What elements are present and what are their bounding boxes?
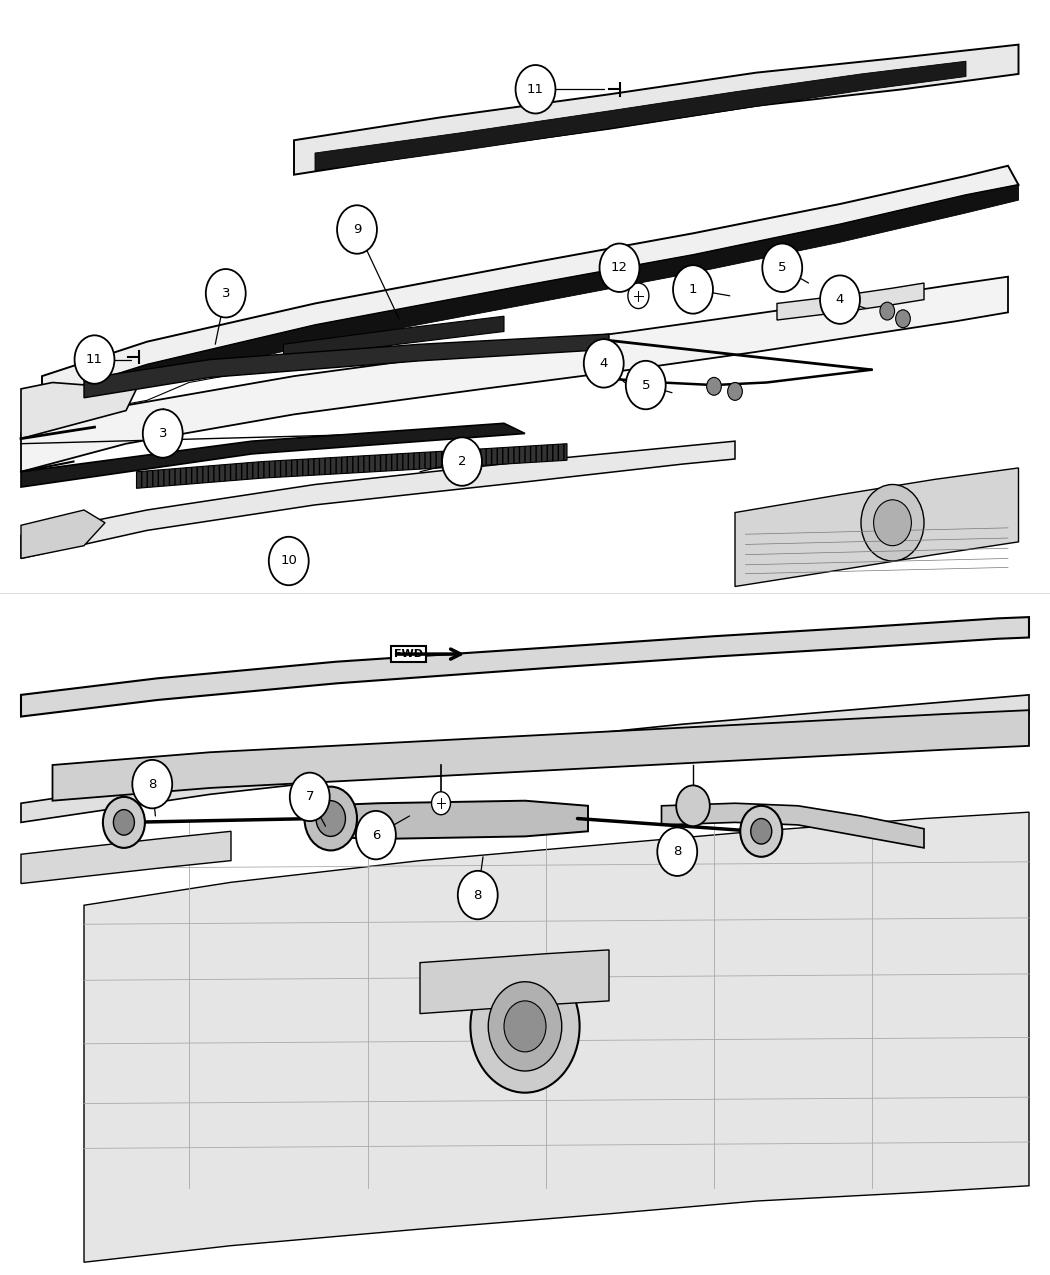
Circle shape (432, 792, 450, 815)
Circle shape (103, 797, 145, 848)
Text: 8: 8 (148, 778, 156, 790)
Circle shape (504, 1001, 546, 1052)
Polygon shape (284, 316, 504, 360)
Polygon shape (21, 441, 735, 558)
Circle shape (673, 265, 713, 314)
Circle shape (626, 361, 666, 409)
Polygon shape (52, 710, 1029, 801)
Circle shape (820, 275, 860, 324)
Circle shape (740, 806, 782, 857)
Text: 9: 9 (353, 223, 361, 236)
Circle shape (516, 65, 555, 113)
Text: 3: 3 (159, 427, 167, 440)
Text: 8: 8 (673, 845, 681, 858)
Polygon shape (420, 950, 609, 1014)
Polygon shape (84, 334, 609, 398)
Polygon shape (21, 423, 525, 487)
Text: 6: 6 (372, 829, 380, 842)
Circle shape (751, 819, 772, 844)
Circle shape (880, 302, 895, 320)
Circle shape (316, 801, 345, 836)
Circle shape (861, 484, 924, 561)
Polygon shape (735, 468, 1018, 586)
Text: 8: 8 (474, 889, 482, 901)
Circle shape (628, 283, 649, 309)
Text: 10: 10 (280, 555, 297, 567)
Text: 1: 1 (689, 283, 697, 296)
Circle shape (356, 811, 396, 859)
Text: 4: 4 (600, 357, 608, 370)
Circle shape (896, 310, 910, 328)
Text: 12: 12 (611, 261, 628, 274)
Text: 4: 4 (836, 293, 844, 306)
Polygon shape (294, 45, 1018, 175)
Polygon shape (315, 801, 588, 839)
Circle shape (707, 377, 721, 395)
Text: 11: 11 (86, 353, 103, 366)
Text: 11: 11 (527, 83, 544, 96)
Polygon shape (315, 61, 966, 171)
Text: 5: 5 (778, 261, 786, 274)
Circle shape (657, 827, 697, 876)
Polygon shape (136, 444, 567, 488)
Circle shape (269, 537, 309, 585)
Circle shape (488, 982, 562, 1071)
Circle shape (584, 339, 624, 388)
Polygon shape (21, 382, 136, 439)
Circle shape (676, 785, 710, 826)
Polygon shape (21, 617, 1029, 717)
Circle shape (442, 437, 482, 486)
Polygon shape (21, 510, 105, 558)
Circle shape (728, 382, 742, 400)
Polygon shape (21, 695, 1029, 822)
Text: 2: 2 (458, 455, 466, 468)
Polygon shape (42, 166, 1018, 398)
Polygon shape (84, 812, 1029, 1262)
Circle shape (874, 500, 911, 546)
Polygon shape (21, 831, 231, 884)
Circle shape (762, 244, 802, 292)
Circle shape (304, 787, 357, 850)
Polygon shape (42, 185, 1018, 417)
Circle shape (113, 810, 134, 835)
Circle shape (458, 871, 498, 919)
Text: 3: 3 (222, 287, 230, 300)
Text: 5: 5 (642, 379, 650, 391)
Circle shape (470, 960, 580, 1093)
Circle shape (337, 205, 377, 254)
Polygon shape (21, 277, 1008, 472)
Circle shape (132, 760, 172, 808)
Circle shape (75, 335, 114, 384)
Text: 7: 7 (306, 790, 314, 803)
Text: FWD: FWD (394, 649, 423, 659)
Circle shape (206, 269, 246, 317)
Circle shape (143, 409, 183, 458)
Circle shape (290, 773, 330, 821)
Circle shape (600, 244, 639, 292)
Polygon shape (662, 803, 924, 848)
Polygon shape (777, 283, 924, 320)
